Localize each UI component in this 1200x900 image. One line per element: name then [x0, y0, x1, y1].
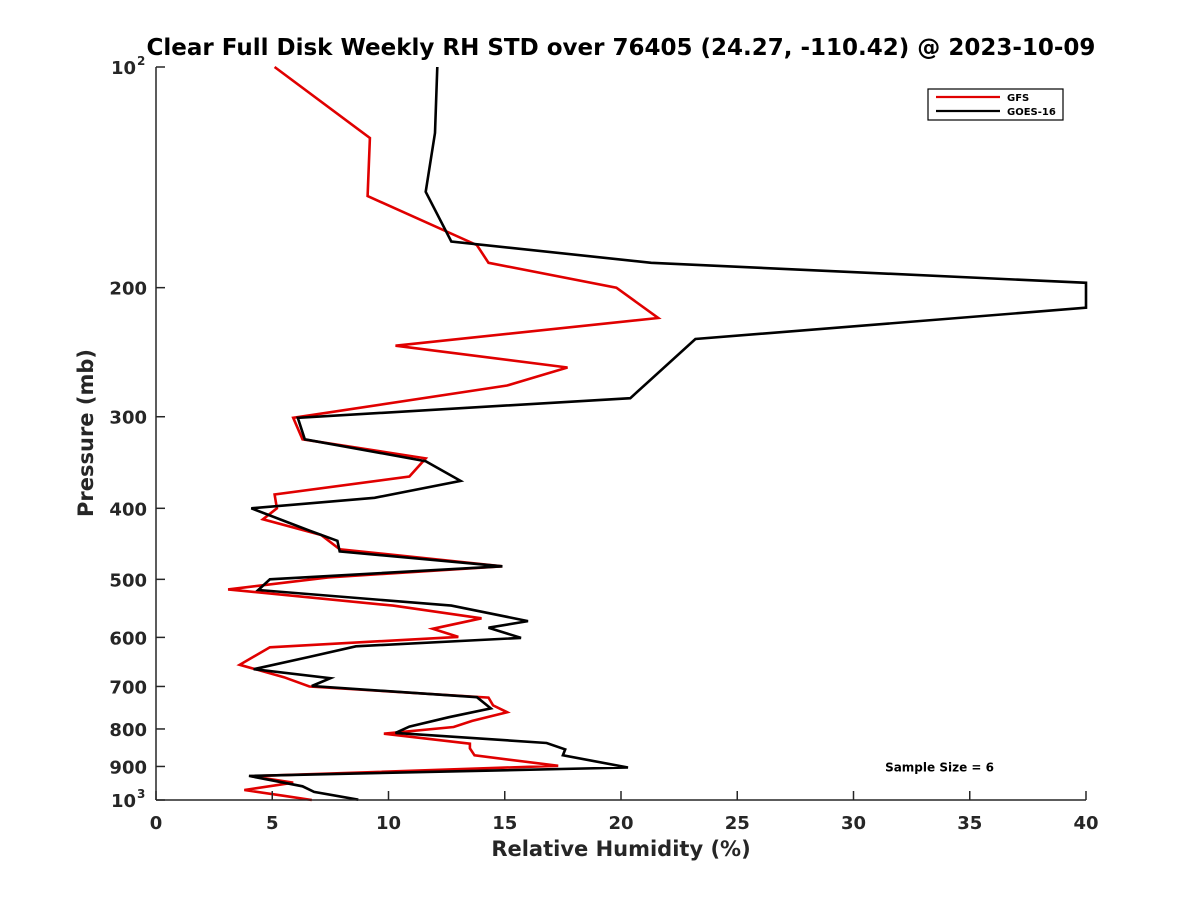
chart-title: Clear Full Disk Weekly RH STD over 76405…: [147, 35, 1096, 61]
x-tick-label: 20: [608, 813, 633, 834]
x-axis-label: Relative Humidity (%): [491, 837, 750, 861]
y-tick-label: 10: [111, 791, 136, 812]
y-tick-label: 10: [111, 58, 136, 79]
y-tick-label: 900: [109, 757, 147, 778]
legend-label-gfs: GFS: [1007, 93, 1029, 104]
y-tick-exponent: 2: [137, 54, 145, 68]
y-tick-label: 300: [109, 408, 147, 429]
series-line-goes16: [248, 66, 1088, 801]
x-tick-label: 25: [725, 813, 750, 834]
sample-size-annotation: Sample Size = 6: [885, 760, 994, 774]
y-tick-label: 600: [109, 628, 147, 649]
y-tick-label: 200: [109, 279, 147, 300]
legend-label-goes16: GOES-16: [1007, 107, 1056, 118]
x-ticks: 0 5 10 15 20 25 30 35 40: [150, 791, 1099, 834]
y-tick-label: 700: [109, 677, 147, 698]
x-tick-label: 10: [376, 813, 401, 834]
x-tick-label: 15: [492, 813, 517, 834]
y-tick-label: 400: [109, 499, 147, 520]
y-tick-exponent: 3: [137, 787, 145, 801]
y-tick-label: 500: [109, 570, 147, 591]
x-tick-label: 5: [266, 813, 279, 834]
x-tick-label: 40: [1073, 813, 1098, 834]
series-line-gfs: [227, 65, 662, 802]
y-axis-label: Pressure (mb): [74, 349, 98, 517]
series-layer: [227, 65, 1088, 802]
x-tick-label: 0: [150, 813, 163, 834]
x-tick-label: 30: [841, 813, 866, 834]
x-tick-label: 35: [957, 813, 982, 834]
legend: GFS GOES-16: [927, 88, 1064, 121]
legend-box: [927, 88, 1064, 121]
y-tick-label: 800: [109, 720, 147, 741]
